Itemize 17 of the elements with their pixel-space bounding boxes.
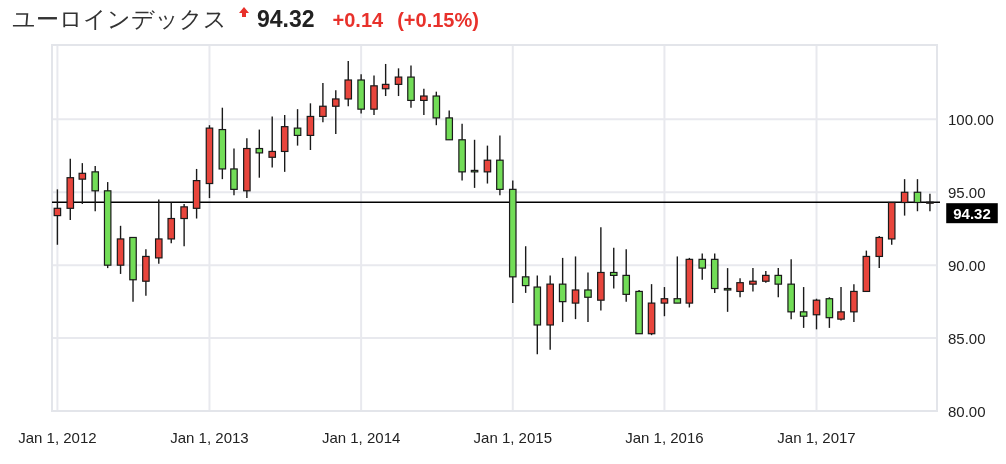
annotation: +0.14 — [332, 9, 384, 31]
y-tick-label: 85.00 — [948, 329, 986, 347]
ref-line-label: 94.32 — [946, 203, 998, 224]
y-tick-label: 90.00 — [948, 256, 986, 274]
x-tick-label: Jan 1, 2016 — [625, 429, 704, 446]
annotation: 94.32 — [257, 6, 315, 32]
title: ユーロインデックス — [12, 6, 227, 32]
x-tick-label: Jan 1, 2015 — [473, 429, 552, 446]
ref-line-label: 94.32 — [953, 204, 991, 222]
x-tick-label: Jan 1, 2013 — [170, 429, 249, 446]
x-tick-label: Jan 1, 2012 — [18, 429, 97, 446]
x-tick-label: Jan 1, 2017 — [777, 429, 856, 446]
y-tick-label: 100.00 — [948, 110, 994, 128]
y-tick-label: 80.00 — [948, 402, 986, 420]
x-tick-label: Jan 1, 2014 — [321, 429, 401, 446]
annotation: (+0.15%) — [397, 9, 479, 31]
y-tick-label: 95.00 — [948, 183, 986, 201]
